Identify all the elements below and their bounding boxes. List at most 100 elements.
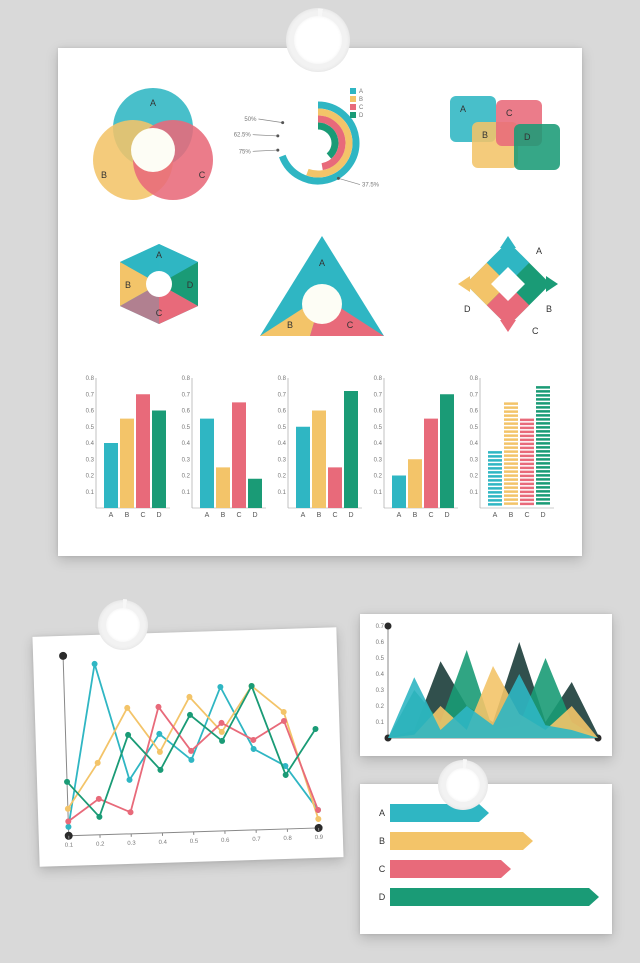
svg-text:0.9: 0.9	[315, 835, 324, 841]
svg-text:A: A	[397, 512, 402, 519]
svg-text:B: B	[546, 304, 552, 314]
svg-text:B: B	[125, 512, 130, 519]
paper-clip-seal	[286, 8, 350, 72]
svg-text:0.4: 0.4	[182, 441, 191, 447]
svg-text:0.3: 0.3	[182, 457, 191, 463]
venn-label-a: A	[150, 98, 156, 108]
svg-text:C: C	[506, 108, 513, 118]
svg-text:0.8: 0.8	[278, 376, 287, 382]
svg-text:0.4: 0.4	[278, 441, 287, 447]
svg-text:D: D	[348, 512, 353, 519]
bar-chart-2: 0.1 0.2 0.3 0.4 0.5 0.6 0.7 0.8 A B C D	[182, 376, 266, 519]
line-chart-svg: 0.10.20.30.40.50.60.70.80.9	[32, 627, 343, 866]
svg-text:B: B	[509, 512, 514, 519]
svg-text:D: D	[379, 892, 386, 902]
svg-text:0.2: 0.2	[96, 842, 105, 848]
svg-text:0.6: 0.6	[86, 409, 95, 415]
svg-text:0.7: 0.7	[470, 392, 479, 398]
svg-text:C: C	[236, 512, 241, 519]
svg-text:C: C	[428, 512, 433, 519]
paper-clip-seal	[98, 600, 148, 650]
bar-chart-4: 0.10.20.30.40.50.60.70.8ABCD	[374, 376, 458, 519]
svg-text:A: A	[460, 104, 466, 114]
bar-chart-1: 0.10.20.30.40.50.60.70.8ABCD	[86, 376, 170, 519]
svg-text:0.2: 0.2	[182, 474, 191, 480]
svg-text:0.2: 0.2	[278, 474, 287, 480]
venn-chart: A B C	[93, 88, 213, 200]
svg-text:0.5: 0.5	[374, 425, 383, 431]
svg-text:0.1: 0.1	[470, 490, 479, 496]
svg-text:0.1: 0.1	[182, 490, 191, 496]
svg-text:0.5: 0.5	[182, 425, 191, 431]
bar-chart-3: 0.10.20.30.40.50.60.70.8ABCD	[278, 376, 362, 519]
svg-text:B: B	[125, 280, 131, 290]
svg-text:0.6: 0.6	[376, 640, 385, 646]
main-infographic-card: A B C 75%62.5%50%37.5% ABCD ABCD A D C B	[58, 48, 582, 556]
svg-text:C: C	[347, 320, 354, 330]
svg-text:D: D	[252, 512, 257, 519]
svg-text:D: D	[540, 512, 545, 519]
paper-clip-seal	[438, 760, 488, 810]
bar-charts-row: 0.1 0.2 0.3 0.4 0.5 0.6 0.7 0.8 A B C D 0.1 0.2 0.3 0.4…	[86, 376, 554, 519]
svg-text:B: B	[287, 320, 293, 330]
svg-text:0.6: 0.6	[374, 409, 383, 415]
svg-text:D: D	[444, 512, 449, 519]
svg-text:0.3: 0.3	[278, 457, 287, 463]
svg-text:0.8: 0.8	[374, 376, 383, 382]
svg-text:A: A	[319, 258, 325, 268]
svg-text:0.5: 0.5	[376, 656, 385, 662]
svg-text:0.5: 0.5	[190, 839, 199, 845]
svg-text:D: D	[156, 512, 161, 519]
svg-text:0.7: 0.7	[278, 392, 287, 398]
svg-text:0.4: 0.4	[470, 441, 479, 447]
svg-text:C: C	[379, 864, 386, 874]
svg-text:D: D	[187, 280, 194, 290]
svg-text:D: D	[359, 113, 364, 119]
svg-text:0.1: 0.1	[376, 720, 385, 726]
svg-text:0.6: 0.6	[470, 409, 479, 415]
svg-text:B: B	[221, 512, 226, 519]
svg-text:0.3: 0.3	[374, 457, 383, 463]
svg-text:62.5%: 62.5%	[234, 133, 252, 139]
svg-text:A: A	[379, 808, 385, 818]
triangle-chart: A B C	[260, 236, 384, 336]
main-svg: A B C 75%62.5%50%37.5% ABCD ABCD A D C B	[58, 48, 582, 556]
svg-text:0.3: 0.3	[86, 457, 95, 463]
svg-text:D: D	[524, 132, 531, 142]
svg-text:0.8: 0.8	[470, 376, 479, 382]
svg-text:0.2: 0.2	[376, 704, 385, 710]
svg-text:0.7: 0.7	[86, 392, 95, 398]
radial-arc-chart: 75%62.5%50%37.5%	[234, 105, 380, 189]
svg-text:A: A	[205, 512, 210, 519]
svg-text:0.1: 0.1	[278, 490, 287, 496]
svg-text:0.4: 0.4	[158, 840, 167, 846]
svg-text:0.3: 0.3	[470, 457, 479, 463]
svg-text:0.8: 0.8	[182, 376, 191, 382]
venn-label-c: C	[199, 170, 206, 180]
svg-text:0.5: 0.5	[278, 425, 287, 431]
svg-text:0.7: 0.7	[182, 392, 191, 398]
svg-text:B: B	[379, 836, 385, 846]
svg-text:0.1: 0.1	[374, 490, 383, 496]
area-chart-svg: 0.10.20.30.40.50.60.7	[360, 614, 612, 756]
venn-label-b: B	[101, 170, 107, 180]
svg-text:A: A	[301, 512, 306, 519]
svg-text:A: A	[536, 246, 542, 256]
svg-text:C: C	[140, 512, 145, 519]
svg-text:0.4: 0.4	[376, 672, 385, 678]
svg-text:B: B	[482, 130, 488, 140]
svg-text:A: A	[359, 89, 363, 95]
svg-text:0.7: 0.7	[252, 837, 261, 843]
svg-text:C: C	[532, 326, 539, 336]
area-chart-card: 0.10.20.30.40.50.60.7	[360, 614, 612, 756]
svg-text:0.6: 0.6	[221, 838, 230, 844]
svg-text:0.8: 0.8	[86, 376, 95, 382]
svg-text:B: B	[359, 97, 363, 103]
svg-text:0.6: 0.6	[182, 409, 191, 415]
svg-text:A: A	[109, 512, 114, 519]
svg-text:0.2: 0.2	[86, 474, 95, 480]
svg-text:B: B	[317, 512, 322, 519]
diamond-arrows-chart: A B C D	[458, 236, 558, 336]
svg-text:A: A	[156, 250, 162, 260]
svg-text:75%: 75%	[239, 149, 252, 155]
